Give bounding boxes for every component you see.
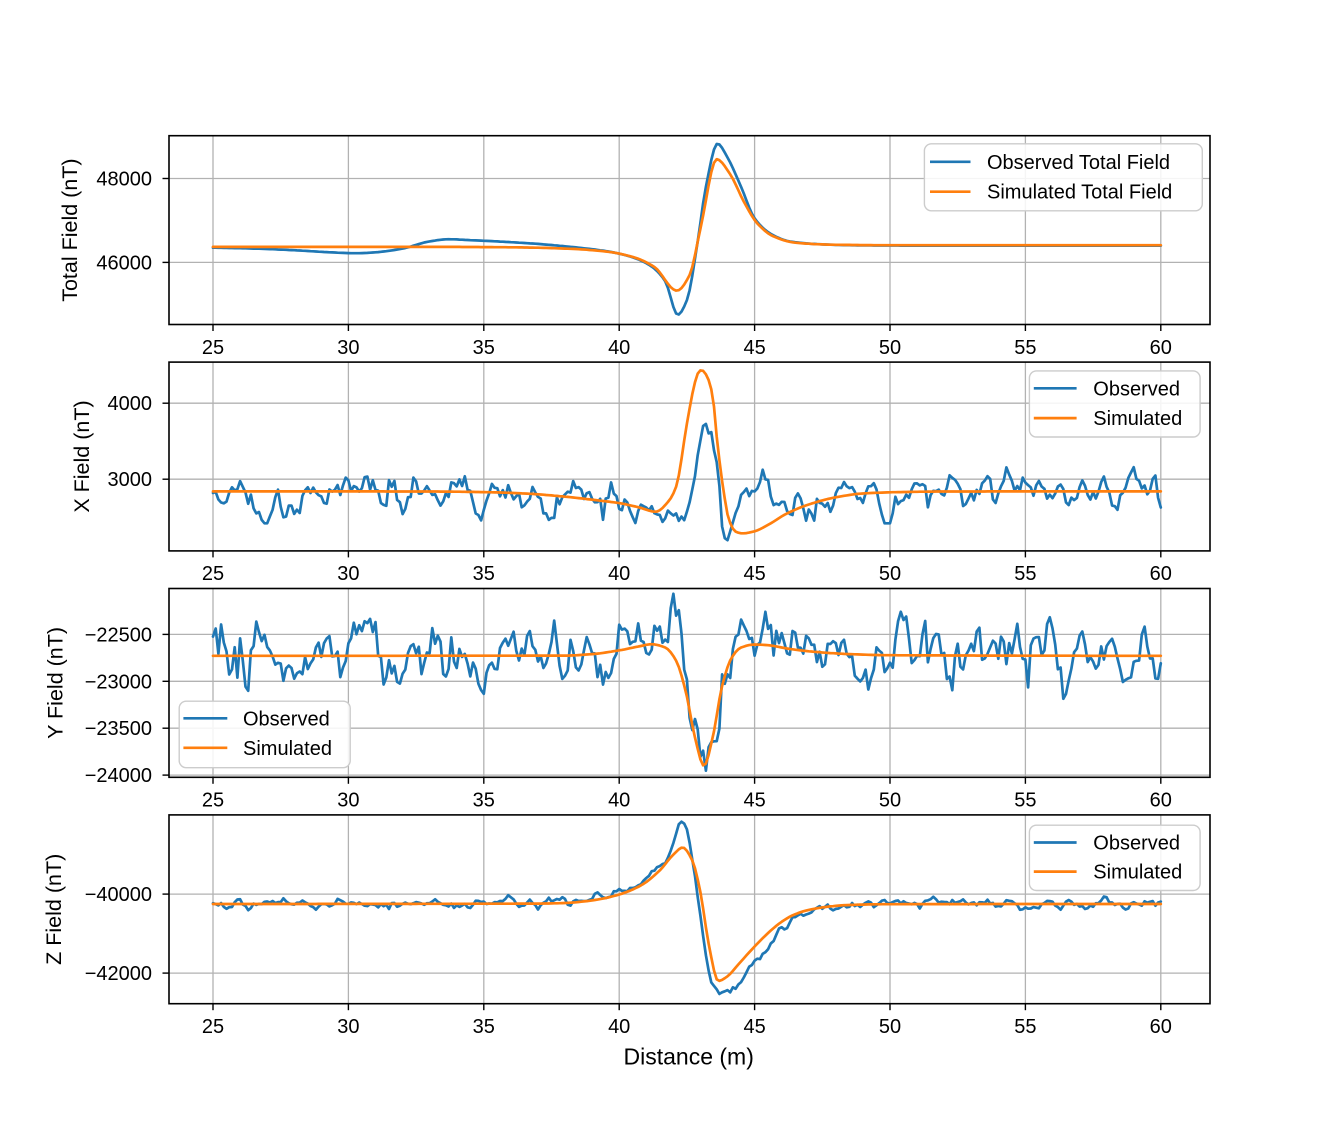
svg-text:50: 50 xyxy=(879,337,901,359)
svg-text:Simulated Total Field: Simulated Total Field xyxy=(987,182,1172,204)
svg-text:Y Field (nT): Y Field (nT) xyxy=(43,627,67,739)
svg-text:40: 40 xyxy=(608,337,630,359)
svg-text:55: 55 xyxy=(1014,337,1036,359)
svg-text:−23000: −23000 xyxy=(85,671,152,693)
svg-text:Simulated: Simulated xyxy=(1093,862,1182,884)
svg-text:−24000: −24000 xyxy=(85,765,152,787)
svg-text:50: 50 xyxy=(879,1016,901,1038)
svg-text:Distance (m): Distance (m) xyxy=(624,1044,754,1070)
svg-text:50: 50 xyxy=(879,563,901,585)
svg-text:45: 45 xyxy=(743,563,765,585)
svg-text:35: 35 xyxy=(473,790,495,812)
svg-text:60: 60 xyxy=(1150,563,1172,585)
svg-text:25: 25 xyxy=(202,563,224,585)
svg-text:60: 60 xyxy=(1150,790,1172,812)
svg-text:55: 55 xyxy=(1014,790,1036,812)
svg-text:45: 45 xyxy=(743,337,765,359)
svg-text:4000: 4000 xyxy=(108,393,153,415)
svg-text:60: 60 xyxy=(1150,1016,1172,1038)
svg-text:Total Field (nT): Total Field (nT) xyxy=(58,158,82,301)
svg-text:25: 25 xyxy=(202,790,224,812)
svg-text:30: 30 xyxy=(337,337,359,359)
svg-text:45: 45 xyxy=(743,1016,765,1038)
svg-text:−40000: −40000 xyxy=(85,884,152,906)
svg-text:45: 45 xyxy=(743,790,765,812)
svg-text:25: 25 xyxy=(202,1016,224,1038)
svg-text:Simulated: Simulated xyxy=(243,738,332,760)
svg-text:40: 40 xyxy=(608,1016,630,1038)
svg-text:25: 25 xyxy=(202,337,224,359)
svg-text:48000: 48000 xyxy=(96,169,152,191)
svg-text:Observed Total Field: Observed Total Field xyxy=(987,152,1170,174)
svg-text:50: 50 xyxy=(879,790,901,812)
svg-text:Simulated: Simulated xyxy=(1093,408,1182,430)
svg-text:30: 30 xyxy=(337,1016,359,1038)
svg-text:35: 35 xyxy=(473,1016,495,1038)
svg-text:40: 40 xyxy=(608,563,630,585)
svg-text:30: 30 xyxy=(337,563,359,585)
svg-text:Observed: Observed xyxy=(1093,833,1180,855)
svg-text:30: 30 xyxy=(337,790,359,812)
svg-text:−23500: −23500 xyxy=(85,718,152,740)
svg-text:55: 55 xyxy=(1014,1016,1036,1038)
svg-text:3000: 3000 xyxy=(108,469,153,491)
svg-text:Z Field (nT): Z Field (nT) xyxy=(42,854,66,965)
svg-text:35: 35 xyxy=(473,563,495,585)
svg-text:Observed: Observed xyxy=(1093,378,1180,400)
svg-text:−42000: −42000 xyxy=(85,963,152,985)
svg-text:−22500: −22500 xyxy=(85,624,152,646)
svg-text:Observed: Observed xyxy=(243,708,330,730)
svg-text:55: 55 xyxy=(1014,563,1036,585)
svg-text:40: 40 xyxy=(608,790,630,812)
svg-text:46000: 46000 xyxy=(96,252,152,274)
svg-text:X Field (nT): X Field (nT) xyxy=(70,400,94,512)
svg-text:60: 60 xyxy=(1150,337,1172,359)
svg-text:35: 35 xyxy=(473,337,495,359)
